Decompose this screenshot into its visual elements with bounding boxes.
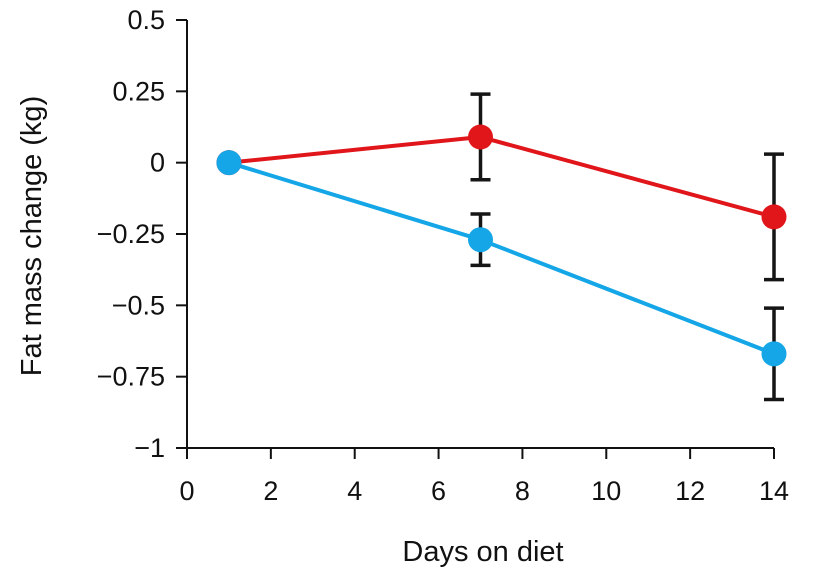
x-tick-label: 10 <box>591 476 621 506</box>
x-tick-label: 12 <box>675 476 705 506</box>
x-axis-title: Days on diet <box>402 536 563 568</box>
data-point-red <box>761 204 787 230</box>
data-point-blue <box>761 341 787 367</box>
data-point-red <box>468 124 493 150</box>
x-tick-label: 2 <box>263 476 278 506</box>
data-point-blue <box>468 227 493 253</box>
x-tick-label: 14 <box>759 476 789 506</box>
x-tick-label: 0 <box>179 476 194 506</box>
axes: 0.5 0.25 0 −0.25 −0.5 −0.75 −1 0 2 4 6 8 10 12 14 <box>97 5 789 506</box>
y-tick-label: −0.75 <box>97 362 165 392</box>
x-tick-label: 8 <box>515 476 530 506</box>
data-point-blue <box>216 150 242 176</box>
y-tick-label: −0.5 <box>112 290 165 320</box>
y-tick-label: 0.25 <box>112 76 165 106</box>
y-tick-label: −0.25 <box>97 219 165 249</box>
y-tick-label: −1 <box>134 433 165 463</box>
series-lines <box>228 134 775 356</box>
y-axis-title: Fat mass change (kg) <box>16 96 48 376</box>
series-line-blue <box>228 160 775 356</box>
error-bars <box>470 92 784 402</box>
series-points <box>216 124 787 367</box>
x-tick-label: 4 <box>347 476 362 506</box>
x-tick-label: 6 <box>431 476 446 506</box>
y-tick-label: 0 <box>150 148 165 178</box>
y-tick-label: 0.5 <box>127 5 165 35</box>
series-line-red <box>228 134 775 219</box>
